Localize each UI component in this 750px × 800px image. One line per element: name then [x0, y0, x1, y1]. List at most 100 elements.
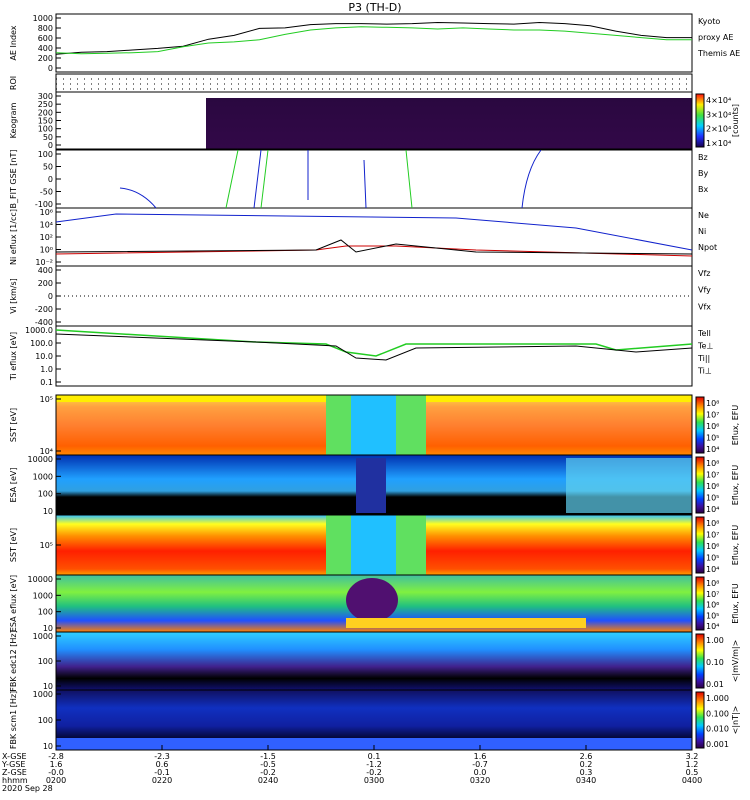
legend-entry: Vfy — [698, 286, 711, 295]
panel-ylabel: Keogram — [9, 102, 18, 138]
colorbar-tick-label: 10⁷ — [706, 471, 719, 480]
figure-title: P3 (TH-D) — [348, 1, 401, 14]
y-tick-label: 1000 — [33, 14, 53, 23]
colorbar-label: Eflux, EFU — [731, 525, 740, 566]
colorbar-tick-label: 0.10 — [706, 658, 724, 667]
panel-frame — [55, 13, 693, 73]
colorbar-tick-label: 4×10⁴ — [706, 96, 731, 105]
y-tick-label: 0 — [48, 292, 53, 301]
npot-trace — [55, 213, 693, 251]
y-tick-label: 100 — [38, 657, 53, 666]
x-tick-label: 0300 — [364, 776, 384, 785]
y-tick-label: 200 — [38, 108, 53, 117]
colorbar — [695, 691, 705, 749]
colorbar-tick-label: 10⁶ — [706, 601, 719, 610]
y-tick-label: 10⁰ — [40, 246, 53, 255]
colorbar — [695, 516, 705, 574]
y-tick-label: 10⁶ — [40, 208, 53, 217]
colorbar-tick-label: 0.001 — [706, 740, 729, 749]
x-tick-label: 0.6 — [156, 760, 169, 769]
y-tick-label: 200 — [38, 54, 53, 63]
colorbar-tick-label: 10⁷ — [706, 531, 719, 540]
y-tick-label: 0 — [48, 64, 53, 73]
y-tick-label: 0.1 — [40, 378, 53, 387]
y-tick-label: 100 — [38, 150, 53, 159]
b-field-trace — [405, 149, 413, 209]
x-tick-label: 0340 — [576, 776, 596, 785]
y-tick-label: 1000.0 — [25, 326, 53, 335]
ti-par-trace — [55, 329, 693, 357]
legend-entry: Bx — [698, 185, 708, 194]
y-tick-label: 150 — [38, 117, 53, 126]
y-tick-label: 1.0 — [40, 365, 53, 374]
x-tick-label: -0.0 — [48, 768, 64, 777]
colorbar — [695, 396, 705, 454]
colorbar-label: <|nT|> — [731, 706, 740, 735]
colorbar-tick-label: 10⁵ — [706, 554, 719, 563]
y-tick-label: 10² — [40, 233, 53, 242]
panel-ylabel: AE Index — [9, 25, 18, 60]
x-tick-label: -0.2 — [260, 768, 276, 777]
x-tick-label: 2.6 — [580, 752, 593, 761]
colorbar-tick-label: 10⁶ — [706, 482, 719, 491]
legend-entry: Kyoto — [698, 17, 720, 26]
colorbar-tick-label: 3×10⁴ — [706, 110, 731, 119]
x-tick-label: 0200 — [46, 776, 66, 785]
y-tick-label: 10⁵ — [40, 395, 53, 404]
legend-entry: Ti|| — [697, 354, 710, 363]
colorbar-tick-label: 10⁸ — [706, 459, 719, 468]
x-tick-label: -2.8 — [48, 752, 64, 761]
y-tick-label: 400 — [38, 44, 53, 53]
y-tick-label: 10 — [43, 624, 53, 633]
colorbar-tick-label: 10⁷ — [706, 590, 719, 599]
y-tick-label: 200 — [38, 279, 53, 288]
colorbar-tick-label: 10⁵ — [706, 434, 719, 443]
colorbar-tick-label: 10⁴ — [706, 505, 719, 514]
legend-entry: Ni — [698, 227, 706, 236]
y-tick-label: 10 — [43, 742, 53, 751]
esa-electron-core — [356, 458, 386, 513]
b-field-trace — [225, 149, 239, 209]
y-tick-label: 10.0 — [35, 352, 53, 361]
y-tick-label: 10 — [43, 507, 53, 516]
legend-entry: proxy AE — [698, 33, 733, 42]
x-tick-label: 0.1 — [368, 752, 381, 761]
keogram-image — [206, 98, 692, 149]
panel-ylabel: SST [eV] — [9, 528, 18, 562]
x-row-label: hhmm — [2, 776, 28, 785]
colorbar-tick-label: 2×10⁴ — [706, 125, 731, 134]
y-tick-label: 1000 — [33, 690, 53, 699]
x-tick-label: 3.2 — [686, 752, 699, 761]
b-field-trace — [119, 187, 157, 209]
sst-cold-core — [351, 395, 396, 455]
panel-frame — [55, 73, 693, 93]
x-row-label: Y-GSE — [1, 760, 25, 769]
colorbar-tick-label: 10⁷ — [706, 411, 719, 420]
esa-ion-core — [346, 578, 398, 622]
colorbar-tick-label: 10⁵ — [706, 611, 719, 620]
x-tick-label: 0400 — [682, 776, 702, 785]
y-tick-label: 10 — [43, 682, 53, 691]
b-field-trace — [521, 149, 542, 209]
x-tick-label: 0220 — [152, 776, 172, 785]
y-tick-label: 50 — [43, 163, 53, 172]
x-tick-label: 0.5 — [686, 768, 699, 777]
legend-entry: Npot — [698, 243, 717, 252]
x-tick-label: -0.1 — [154, 768, 170, 777]
y-tick-label: -200 — [35, 305, 53, 314]
sst-ion-cold-core — [351, 515, 396, 575]
panel-ylabel: FBK scm1 [Hz] — [9, 691, 18, 749]
b-field-trace — [363, 159, 367, 209]
colorbar-tick-label: 10⁶ — [706, 542, 719, 551]
colorbar-label: Eflux, EFU — [731, 583, 740, 624]
colorbar-tick-label: 10⁵ — [706, 494, 719, 503]
x-tick-label: 0.3 — [580, 768, 593, 777]
y-tick-label: 100 — [38, 608, 53, 617]
colorbar — [695, 633, 705, 689]
panel-ylabel: B_FIT GSE [nT] — [9, 150, 18, 209]
tell-trace — [55, 333, 693, 361]
colorbar-tick-label: 1×10⁴ — [706, 139, 731, 148]
